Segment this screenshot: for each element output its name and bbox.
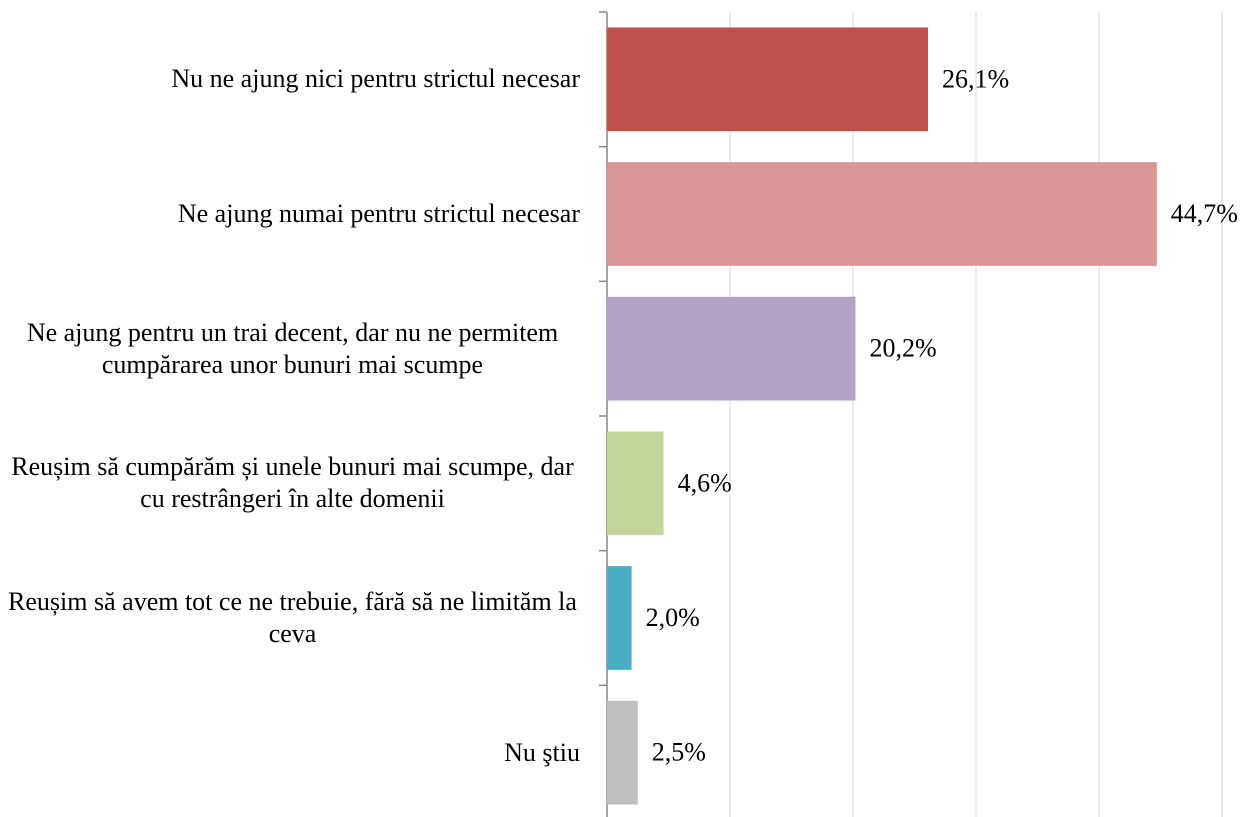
bar — [607, 566, 632, 670]
category-text: Reușim să avem tot ce ne trebuie, fără s… — [8, 586, 577, 648]
value-label: 26,1% — [942, 64, 1009, 93]
value-label: 20,2% — [869, 334, 936, 363]
category-label: Nu ştiu — [5, 685, 580, 817]
value-label: 44,7% — [1171, 199, 1238, 228]
category-text: Ne ajung pentru un trai decent, dar nu n… — [26, 317, 559, 379]
value-label: 2,5% — [652, 738, 706, 767]
category-text: Ne ajung numai pentru strictul necesar — [177, 198, 580, 228]
category-label: Ne ajung pentru un trai decent, dar nu n… — [5, 281, 580, 416]
category-label: Reușim să avem tot ce ne trebuie, fără s… — [5, 551, 580, 686]
category-label: Nu ne ajung nici pentru strictul necesar — [5, 12, 580, 147]
bar — [607, 700, 638, 805]
category-label: Ne ajung numai pentru strictul necesar — [5, 147, 580, 282]
value-label: 4,6% — [678, 468, 732, 497]
bar — [607, 27, 929, 132]
bar — [607, 431, 664, 536]
category-text: Nu ne ajung nici pentru strictul necesar — [171, 64, 580, 94]
category-text: Reușim să cumpărăm și unele bunuri mai s… — [11, 452, 574, 514]
category-text: Nu ştiu — [504, 737, 580, 767]
category-label: Reușim să cumpărăm și unele bunuri mai s… — [5, 416, 580, 551]
value-label: 2,0% — [646, 603, 700, 632]
bar — [607, 162, 1157, 266]
bar — [607, 296, 856, 401]
